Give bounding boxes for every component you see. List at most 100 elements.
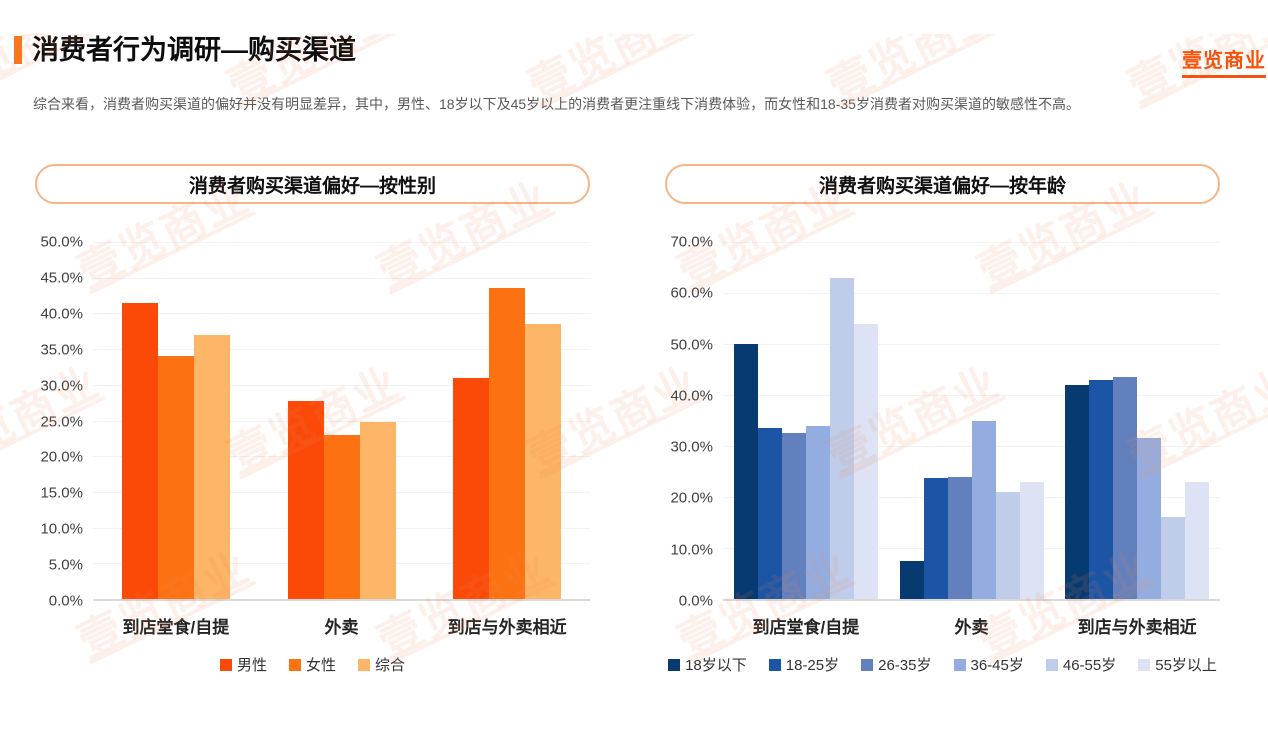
- plot-area: [723, 242, 1220, 601]
- y-tick-label: 60.0%: [670, 284, 713, 302]
- bar-18-25岁: [1089, 379, 1114, 599]
- bar-group: [259, 242, 425, 599]
- bar-46-55岁: [1161, 517, 1186, 599]
- y-tick-label: 5.0%: [48, 556, 83, 574]
- y-tick-label: 35.0%: [40, 341, 83, 359]
- legend-label: 男性: [236, 657, 267, 674]
- bar-46-55岁: [829, 277, 854, 599]
- legend-item: 46-55岁: [1045, 654, 1116, 675]
- page-subtitle: 综合来看，消费者购买渠道的偏好并没有明显差异，其中，男性、18岁以下及45岁以上…: [33, 96, 1080, 112]
- y-tick-label: 25.0%: [40, 413, 83, 430]
- legend-item: 36-45岁: [953, 654, 1024, 675]
- chart-title-pill: 消费者购买渠道偏好—按性别: [35, 164, 590, 204]
- legend-swatch: [668, 658, 681, 671]
- gridline: [723, 344, 1220, 345]
- title-accent-bar: [14, 36, 22, 64]
- legend-label: 综合: [375, 657, 406, 674]
- y-tick-label: 20.0%: [670, 489, 713, 507]
- y-tick-label: 50.0%: [670, 336, 713, 354]
- gridline: [93, 349, 590, 351]
- gridline: [93, 242, 590, 243]
- bar-18岁以下: [733, 344, 758, 599]
- bar-女性: [323, 434, 360, 599]
- gridline: [723, 395, 1220, 396]
- bar-55岁以上: [1185, 481, 1210, 599]
- x-category-label: 外卖: [954, 618, 989, 637]
- gridline: [93, 277, 590, 279]
- bar-group: [93, 242, 259, 599]
- legend-label: 18-25岁: [785, 657, 840, 674]
- gridline: [723, 293, 1220, 294]
- bar-55岁以上: [853, 323, 878, 599]
- bar-chart-by-gender: 50.0% 45.0% 40.0% 35.0% 30.0% 25.0% 20.0% 15.0%…: [35, 234, 590, 610]
- bar-18岁以下: [899, 560, 924, 599]
- y-tick-label: 40.0%: [670, 387, 713, 405]
- bar-groups: [93, 242, 590, 599]
- legend: 18岁以下 18-25岁 26-35岁 36-45岁 46-55岁 55岁以上: [665, 654, 1220, 675]
- brand-logo: 壹览商业: [1182, 44, 1266, 78]
- legend-label: 女性: [305, 657, 336, 674]
- plot-area: [93, 242, 590, 601]
- legend-swatch: [861, 658, 874, 671]
- bar-36-45岁: [971, 420, 996, 599]
- x-axis-labels: 到店堂食/自提 外卖 到店与外卖相近: [723, 613, 1220, 638]
- bar-group: [723, 242, 889, 599]
- legend-swatch: [288, 658, 301, 671]
- y-tick-label: 30.0%: [40, 377, 83, 395]
- bar-group: [889, 242, 1055, 599]
- legend-item: 55岁以上: [1138, 654, 1217, 675]
- bar-groups: [723, 242, 1220, 599]
- chart-card-by-gender: 消费者购买渠道偏好—按性别 50.0% 45.0% 40.0% 35.0% 30.0% 2…: [35, 164, 590, 675]
- y-tick-label: 0.0%: [678, 592, 713, 610]
- bar-chart-by-age: 70.0% 60.0% 50.0% 40.0% 30.0% 20.0% 10.0% 0.0%: [665, 234, 1220, 610]
- gridline: [723, 242, 1220, 243]
- bar-36-45岁: [805, 425, 830, 599]
- legend-item: 男性: [219, 654, 267, 675]
- gridline: [93, 420, 590, 422]
- bar-26-35岁: [947, 476, 972, 599]
- legend-swatch: [1045, 658, 1058, 671]
- chart-card-by-age: 消费者购买渠道偏好—按年龄 70.0% 60.0% 50.0% 40.0% 30.0% 2…: [665, 164, 1220, 675]
- bar-女性: [157, 356, 194, 599]
- bar-55岁以上: [1019, 481, 1044, 599]
- x-category-label: 到店堂食/自提: [752, 618, 860, 637]
- bar-18-25岁: [757, 428, 782, 599]
- bar-男性: [121, 302, 158, 599]
- legend-swatch: [1138, 658, 1151, 671]
- gridline: [93, 384, 590, 386]
- legend-swatch: [768, 658, 781, 671]
- bar-综合: [359, 421, 396, 599]
- y-tick-label: 15.0%: [40, 484, 83, 502]
- charts-row: 消费者购买渠道偏好—按性别 50.0% 45.0% 40.0% 35.0% 30.0% 2…: [35, 164, 1220, 675]
- bar-综合: [193, 334, 230, 599]
- legend-item: 18-25岁: [768, 654, 840, 675]
- legend: 男性 女性 综合: [35, 654, 590, 675]
- x-axis-labels: 到店堂食/自提 外卖 到店与外卖相近: [93, 613, 590, 638]
- y-tick-label: 45.0%: [40, 269, 83, 287]
- legend-swatch: [358, 658, 370, 671]
- bar-group: [1054, 242, 1220, 599]
- x-category-label: 到店与外卖相近: [447, 618, 567, 637]
- legend-swatch: [219, 658, 232, 671]
- y-tick-label: 50.0%: [40, 233, 83, 251]
- legend-item: 女性: [288, 654, 336, 675]
- x-category-label: 到店堂食/自提: [122, 618, 230, 637]
- page-title: 消费者行为调研—购买渠道: [32, 35, 356, 65]
- x-category-label: 到店与外卖相近: [1077, 618, 1197, 637]
- y-axis: 70.0% 60.0% 50.0% 40.0% 30.0% 20.0% 10.0% 0.0%: [665, 234, 723, 610]
- bar-18岁以下: [1065, 384, 1090, 599]
- y-tick-label: 70.0%: [670, 233, 713, 251]
- y-axis: 50.0% 45.0% 40.0% 35.0% 30.0% 25.0% 20.0% 15.0%…: [35, 234, 93, 610]
- y-tick-label: 20.0%: [40, 448, 83, 466]
- bar-综合: [525, 324, 562, 599]
- legend-label: 55岁以上: [1155, 657, 1217, 674]
- bar-18-25岁: [923, 477, 948, 599]
- legend-item: 18岁以下: [668, 654, 747, 675]
- y-tick-label: 30.0%: [670, 438, 713, 456]
- legend-label: 36-45岁: [970, 657, 1024, 674]
- bar-26-35岁: [1113, 377, 1138, 599]
- bar-46-55岁: [995, 491, 1020, 599]
- bar-26-35岁: [781, 433, 806, 599]
- gridline: [93, 313, 590, 315]
- legend-label: 26-35岁: [878, 657, 932, 674]
